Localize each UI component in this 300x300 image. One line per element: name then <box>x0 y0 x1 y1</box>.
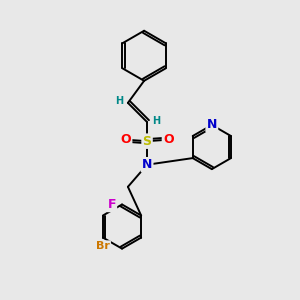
Text: N: N <box>142 158 152 171</box>
Text: H: H <box>152 116 160 126</box>
Text: F: F <box>107 198 116 211</box>
Text: Br: Br <box>96 242 110 251</box>
Text: S: S <box>142 135 152 148</box>
Text: H: H <box>116 96 124 106</box>
Text: O: O <box>163 133 174 146</box>
Text: O: O <box>121 133 131 146</box>
Text: N: N <box>207 118 217 131</box>
